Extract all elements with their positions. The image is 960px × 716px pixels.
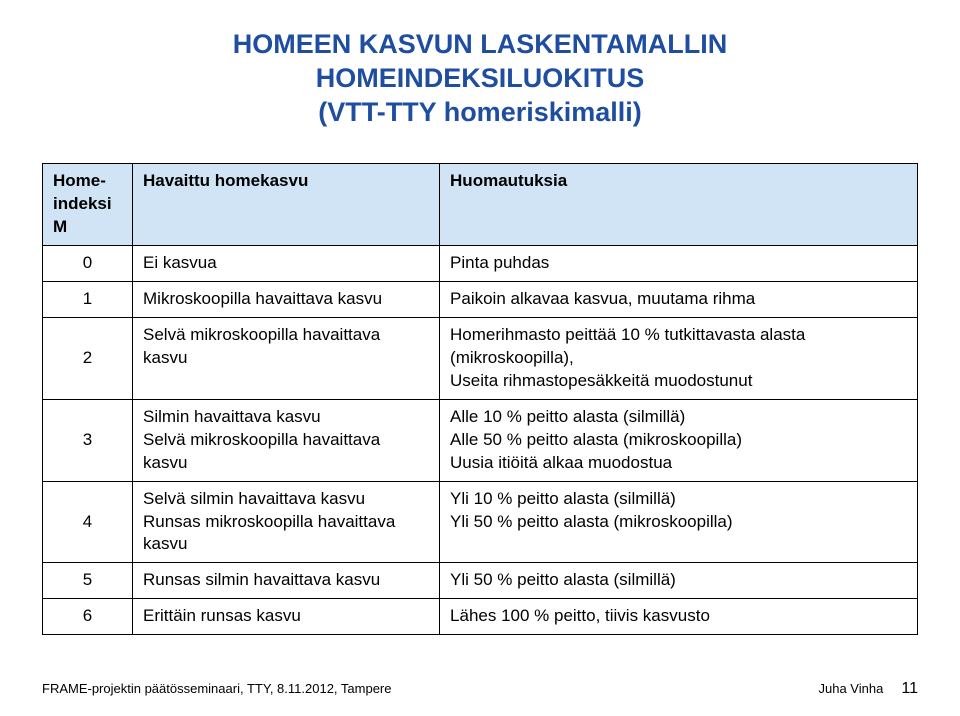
slide-footer: FRAME-projektin päätösseminaari, TTY, 8.… [42,680,918,698]
row-notes: Homerihmasto peittää 10 % tutkittavasta … [440,317,918,399]
row-notes: Pinta puhdas [440,246,918,282]
cell-line: Uusia itiöitä alkaa muodostua [450,452,907,475]
row-notes: Yli 50 % peitto alasta (silmillä) [440,563,918,599]
row-index: 2 [43,317,133,399]
row-growth: Selvä mikroskoopilla havaittava kasvu [133,317,440,399]
footer-left: FRAME-projektin päätösseminaari, TTY, 8.… [42,681,392,696]
table-row: 3Silmin havaittava kasvuSelvä mikroskoop… [43,399,918,481]
row-notes: Lähes 100 % peitto, tiivis kasvusto [440,599,918,635]
footer-author: Juha Vinha [819,681,884,696]
cell-line: Pinta puhdas [450,252,907,275]
cell-line: Homerihmasto peittää 10 % tutkittavasta … [450,324,907,370]
cell-line: Erittäin runsas kasvu [143,605,429,628]
table-header-row: Home- indeksi M Havaittu homekasvu Huoma… [43,164,918,246]
row-index: 4 [43,481,133,563]
slide-title: HOMEEN KASVUN LASKENTAMALLIN HOMEINDEKSI… [42,28,918,129]
mold-index-table: Home- indeksi M Havaittu homekasvu Huoma… [42,163,918,635]
footer-page-number: 11 [901,680,918,697]
table-body: 0 Ei kasvua Pinta puhdas 1 Mikroskoopilla ha… [43,246,918,635]
row-growth: Selvä silmin havaittava kasvuRunsas mikr… [133,481,440,563]
table-row: 6 Erittäin runsas kasvu Lähes 100 % peitto… [43,599,918,635]
cell-line: Yli 10 % peitto alasta (silmillä) [450,488,907,511]
slide-page: HOMEEN KASVUN LASKENTAMALLIN HOMEINDEKSI… [0,0,960,716]
header-col1: Home- indeksi M [43,164,133,246]
row-index: 5 [43,563,133,599]
cell-line: Runsas silmin havaittava kasvu [143,569,429,592]
cell-line: Alle 10 % peitto alasta (silmillä) [450,406,907,429]
row-index: 6 [43,599,133,635]
row-index: 3 [43,399,133,481]
cell-line: Runsas mikroskoopilla havaittava kasvu [143,511,429,557]
cell-line: Yli 50 % peitto alasta (mikroskoopilla) [450,511,907,534]
cell-line: Selvä silmin havaittava kasvu [143,488,429,511]
cell-line: Paikoin alkavaa kasvua, muutama rihma [450,288,907,311]
row-notes: Yli 10 % peitto alasta (silmillä)Yli 50 … [440,481,918,563]
cell-line: Lähes 100 % peitto, tiivis kasvusto [450,605,907,628]
cell-line: Selvä mikroskoopilla havaittava kasvu [143,324,429,370]
cell-line: Useita rihmastopesäkkeitä muodostunut [450,370,907,393]
table-header: Home- indeksi M Havaittu homekasvu Huoma… [43,164,918,246]
cell-line: Ei kasvua [143,252,429,275]
table-row: 5 Runsas silmin havaittava kasvu Yli 50 % … [43,563,918,599]
cell-line: Yli 50 % peitto alasta (silmillä) [450,569,907,592]
table-row: 2Selvä mikroskoopilla havaittava kasvu Ho… [43,317,918,399]
table-row: 0 Ei kasvua Pinta puhdas [43,246,918,282]
table-row: 4Selvä silmin havaittava kasvuRunsas mik… [43,481,918,563]
row-growth: Runsas silmin havaittava kasvu [133,563,440,599]
row-growth: Ei kasvua [133,246,440,282]
header-col2: Havaittu homekasvu [133,164,440,246]
row-growth: Erittäin runsas kasvu [133,599,440,635]
cell-line: Silmin havaittava kasvu [143,406,429,429]
header-col1-line1: Home- [53,170,122,193]
row-notes: Paikoin alkavaa kasvua, muutama rihma [440,282,918,318]
row-index: 0 [43,246,133,282]
title-line-2: HOMEINDEKSILUOKITUS [42,62,918,96]
header-col3: Huomautuksia [440,164,918,246]
header-col1-line2: indeksi M [53,193,122,239]
footer-right: Juha Vinha 11 [819,680,919,698]
row-growth: Silmin havaittava kasvuSelvä mikroskoopi… [133,399,440,481]
row-growth: Mikroskoopilla havaittava kasvu [133,282,440,318]
row-index: 1 [43,282,133,318]
table-row: 1 Mikroskoopilla havaittava kasvu Paikoin … [43,282,918,318]
cell-line: Alle 50 % peitto alasta (mikroskoopilla) [450,429,907,452]
title-line-1: HOMEEN KASVUN LASKENTAMALLIN [42,28,918,62]
title-line-3: (VTT-TTY homeriskimalli) [42,96,918,130]
cell-line: Selvä mikroskoopilla havaittava kasvu [143,429,429,475]
row-notes: Alle 10 % peitto alasta (silmillä)Alle 5… [440,399,918,481]
cell-line: Mikroskoopilla havaittava kasvu [143,288,429,311]
